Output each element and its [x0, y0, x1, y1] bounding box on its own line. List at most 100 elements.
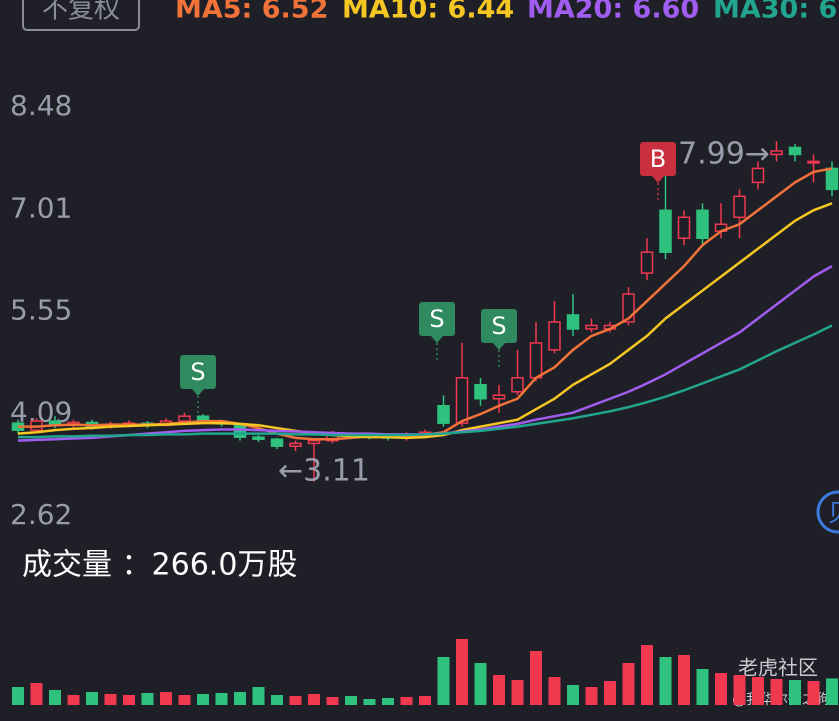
volume-bar — [530, 651, 542, 705]
volume-bar — [585, 687, 598, 705]
candle-body — [640, 251, 654, 274]
volume-bar — [271, 695, 283, 705]
candle-body — [307, 439, 321, 445]
signal-label: S — [491, 312, 506, 340]
signal-badge — [481, 309, 517, 343]
legend-entry: MA10: 6.44 — [342, 0, 514, 25]
legend-entry: MA5: 6.52 — [175, 0, 328, 25]
volume-bar — [807, 681, 820, 705]
volume-bar — [160, 692, 172, 705]
volume-bar — [474, 663, 487, 705]
candle-body — [733, 195, 746, 219]
volume-bar — [604, 681, 616, 705]
candle-body — [437, 404, 450, 424]
volume-bar — [12, 687, 24, 705]
volume-bar — [104, 694, 117, 705]
candle-body — [751, 167, 765, 184]
volume-bar — [363, 699, 376, 705]
side-icon[interactable]: 贝 — [828, 499, 839, 527]
legend-entry: MA30: 6 — [713, 0, 837, 25]
volume-bar — [770, 679, 783, 705]
volume-bar — [733, 675, 746, 705]
y-tick-label: 2.62 — [10, 498, 72, 531]
signal-label: B — [650, 145, 666, 173]
volume-bar — [678, 655, 690, 705]
candle-body — [788, 146, 802, 156]
candle-body — [529, 342, 543, 379]
signal-label: S — [190, 358, 205, 386]
volume-bar — [86, 692, 98, 705]
volume-bar — [622, 663, 635, 705]
price-annotation: 7.99→ — [678, 137, 770, 172]
candle-body — [270, 438, 284, 447]
candle-body — [622, 293, 635, 323]
adjust-button[interactable] — [22, 0, 140, 31]
volume-bar — [289, 696, 302, 705]
volume-bar — [511, 680, 524, 705]
candle-body — [585, 324, 598, 330]
volume-bar — [215, 693, 228, 705]
y-tick-label: 7.01 — [10, 192, 72, 225]
signal-pointer — [493, 343, 505, 350]
candle-body — [807, 160, 820, 164]
volume-bar — [252, 687, 265, 705]
price-annotation: ←3.11 — [278, 453, 370, 488]
candle-body — [770, 150, 783, 156]
volume-bar — [826, 678, 838, 705]
signal-label: S — [429, 305, 444, 333]
volume-bar — [234, 692, 246, 705]
volume-bar — [400, 697, 413, 705]
volume-bar — [67, 695, 80, 705]
volume-bar — [30, 683, 43, 705]
ma-line — [17, 202, 833, 440]
watermark: 老虎社区 — [738, 656, 818, 680]
candle-body — [289, 442, 302, 447]
candle-body — [252, 436, 265, 440]
volume-bar — [49, 690, 61, 705]
signal-pointer — [431, 336, 443, 343]
y-tick-label: 8.48 — [10, 89, 72, 122]
candle-body — [825, 167, 839, 191]
candle-body — [511, 377, 524, 393]
candle-body — [566, 314, 580, 330]
volume-bar — [789, 680, 801, 705]
volume-bar — [326, 697, 339, 705]
volume-label: 成交量 ：266.0万股 — [22, 548, 297, 583]
volume-bar — [456, 639, 468, 705]
volume-bar — [419, 696, 431, 705]
volume-bar — [141, 693, 154, 705]
y-tick-label: 5.55 — [10, 294, 72, 327]
volume-bar — [178, 695, 191, 705]
volume-bar — [437, 657, 450, 705]
volume-bar — [123, 695, 135, 705]
signal-badge — [419, 302, 455, 336]
volume-bar — [659, 657, 672, 705]
volume-bar — [641, 645, 653, 705]
volume-bar — [548, 677, 561, 705]
signal-badge — [180, 355, 216, 389]
candle-body — [178, 415, 191, 422]
adjust-label[interactable]: 不复权 — [42, 0, 120, 25]
candle-body — [659, 209, 672, 253]
ma-line — [18, 324, 833, 439]
volume-bar — [696, 669, 709, 705]
volume-bar — [715, 673, 727, 705]
side-icon-ring[interactable] — [816, 490, 839, 534]
volume-bar — [567, 685, 579, 705]
volume-bar — [382, 698, 394, 705]
signal-pointer — [192, 389, 204, 396]
candle-body — [548, 321, 561, 351]
volume-bar — [197, 694, 209, 705]
signal-badge — [640, 142, 676, 176]
candle-body — [677, 216, 691, 239]
volume-bar — [345, 696, 357, 705]
candle-body — [455, 377, 469, 424]
candle-body — [696, 209, 709, 239]
candle-body — [474, 384, 487, 400]
signal-pointer — [652, 176, 664, 183]
legend-entry: MA20: 6.60 — [527, 0, 699, 25]
candle-body — [492, 394, 506, 400]
